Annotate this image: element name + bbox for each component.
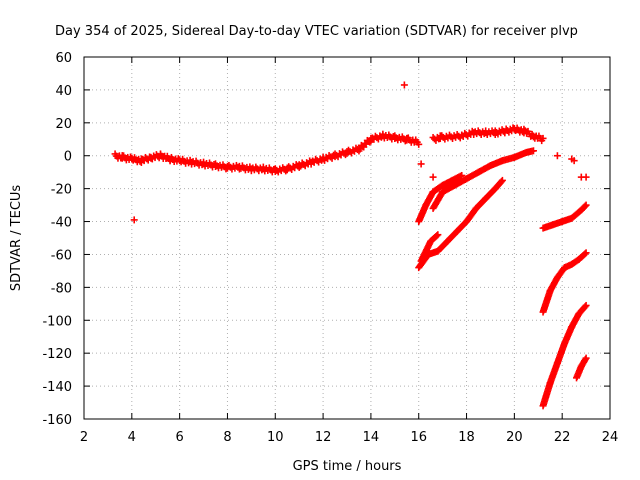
- data-point: [570, 157, 578, 165]
- x-tick-label: 14: [363, 430, 380, 445]
- data-point: [582, 173, 590, 181]
- x-tick-label: 8: [223, 430, 231, 445]
- x-tick-label: 18: [458, 430, 475, 445]
- y-tick-label: -80: [51, 281, 72, 296]
- data-point: [581, 202, 589, 210]
- y-axis-label: SDTVAR / TECUs: [9, 185, 24, 292]
- x-tick-label: 22: [554, 430, 571, 445]
- y-tick-label: 20: [55, 117, 72, 132]
- x-tick-label: 16: [410, 430, 427, 445]
- x-tick-label: 12: [315, 430, 332, 445]
- y-tick-label: -40: [51, 216, 72, 231]
- data-point: [400, 81, 408, 89]
- chart-title: Day 354 of 2025, Sidereal Day-to-day VTE…: [55, 24, 578, 39]
- data-points: [111, 81, 590, 410]
- x-tick-label: 24: [602, 430, 619, 445]
- data-point: [582, 249, 590, 257]
- y-tick-label: 0: [64, 150, 72, 165]
- grid: [84, 57, 610, 419]
- data-point: [433, 232, 441, 240]
- data-point: [582, 354, 590, 362]
- x-tick-label: 10: [267, 430, 284, 445]
- data-point: [539, 134, 547, 142]
- data-point: [130, 216, 138, 224]
- data-point: [553, 152, 561, 160]
- data-point: [417, 160, 425, 168]
- y-tick-label: 60: [55, 51, 72, 66]
- data-point: [366, 138, 374, 146]
- axes: 2 4 6 8 10 12 14 16 18 20 22 24-160-140-120-100-80-…: [42, 51, 618, 445]
- y-tick-label: -20: [51, 183, 72, 198]
- data-point: [434, 231, 442, 239]
- data-point: [582, 201, 590, 209]
- y-tick-label: -60: [51, 248, 72, 263]
- y-tick-label: -100: [42, 314, 72, 329]
- x-tick-label: 2: [80, 430, 88, 445]
- data-point: [582, 301, 590, 309]
- x-tick-label: 6: [175, 430, 183, 445]
- y-tick-label: -140: [42, 380, 72, 395]
- data-point: [497, 178, 505, 186]
- x-tick-label: 20: [506, 430, 523, 445]
- data-point: [581, 303, 589, 311]
- x-tick-label: 4: [128, 430, 136, 445]
- data-point: [429, 173, 437, 181]
- data-point: [498, 176, 506, 184]
- data-point: [581, 250, 589, 258]
- y-tick-label: 40: [55, 84, 72, 99]
- x-axis-label: GPS time / hours: [293, 459, 402, 474]
- data-point: [529, 147, 537, 155]
- plot-frame: [83, 56, 611, 420]
- y-tick-label: -160: [42, 413, 72, 428]
- data-point: [415, 140, 423, 148]
- y-tick-label: -120: [42, 347, 72, 362]
